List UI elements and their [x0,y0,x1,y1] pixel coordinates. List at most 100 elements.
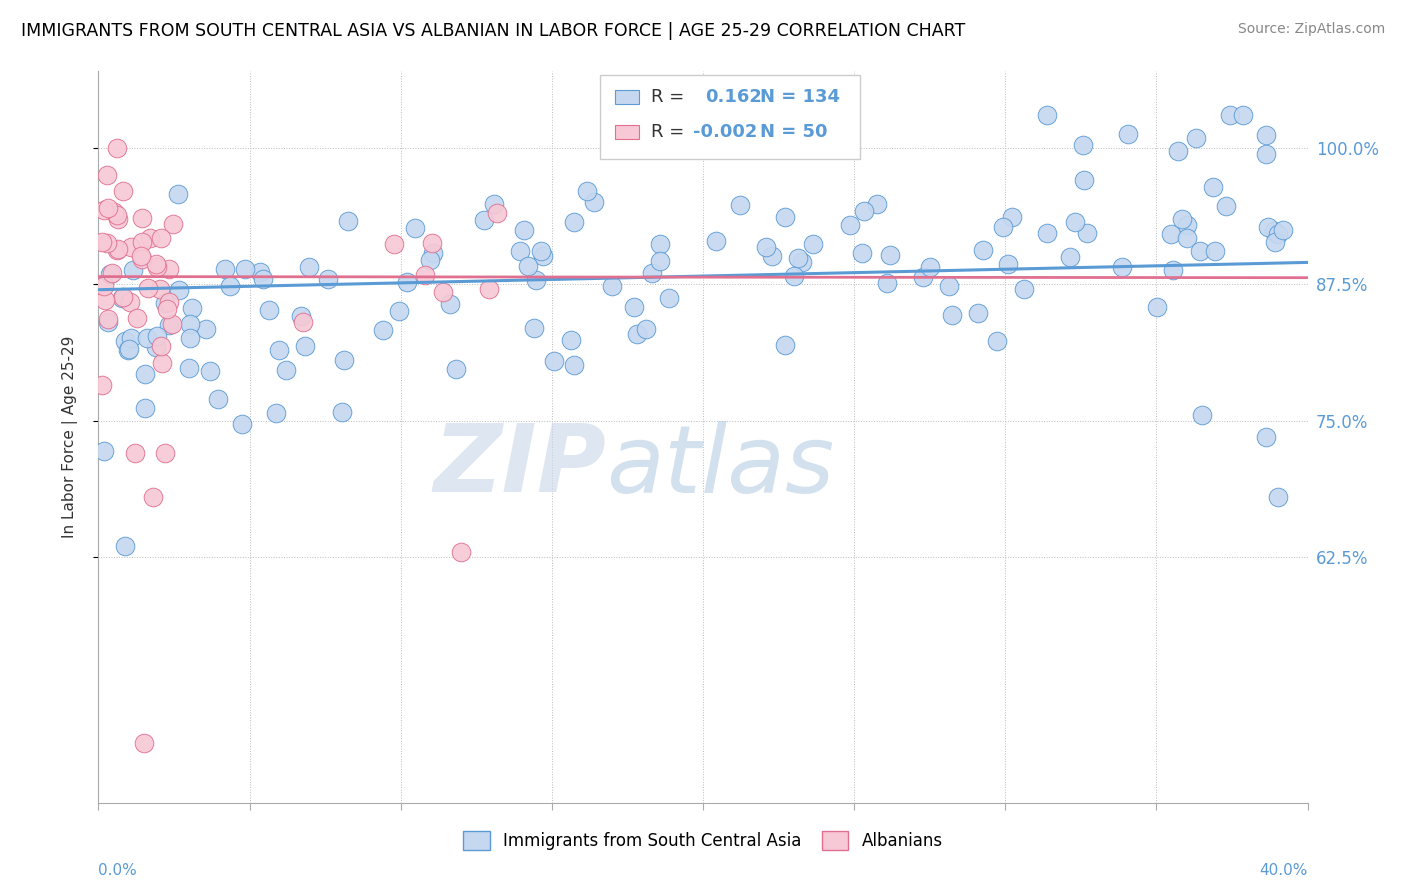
Point [131,235,153,249]
Point [214,261,236,276]
Point [783,268,806,283]
Point [801,237,824,252]
Point [658,291,681,305]
Point [485,205,508,219]
Point [371,323,394,337]
Point [792,254,814,268]
Point [97,202,120,216]
Point [145,257,167,271]
Text: 40.0%: 40.0% [1260,863,1308,878]
Point [179,317,201,331]
Point [93,443,115,458]
Point [139,230,162,244]
Point [162,217,184,231]
Point [333,353,356,368]
Point [330,405,353,419]
Point [993,220,1015,235]
Point [218,278,240,293]
Point [103,205,125,219]
Point [575,185,598,199]
Point [107,211,129,226]
Point [1267,227,1289,242]
Point [117,342,139,356]
Point [157,294,180,309]
Point [150,356,173,370]
Point [450,545,472,559]
Point [120,331,142,345]
Point [105,208,128,222]
Point [526,272,548,286]
Point [120,295,142,310]
Point [153,446,176,460]
Point [918,260,941,274]
Point [96,168,118,182]
Point [294,339,316,353]
Text: -0.002: -0.002 [693,123,758,141]
Point [1012,282,1035,296]
Point [1035,226,1057,240]
Point [1254,147,1277,161]
Point [156,302,179,317]
Point [866,197,889,211]
Point [879,248,901,262]
Point [446,361,468,376]
Point [482,197,505,211]
Point [773,338,796,352]
Point [1188,244,1211,258]
Point [114,539,136,553]
Point [1202,180,1225,194]
Point [941,308,963,322]
Point [146,329,169,343]
Point [167,283,190,297]
Point [1059,251,1081,265]
Point [292,315,315,329]
Point [97,315,120,329]
Point [543,354,565,368]
Point [1146,301,1168,315]
Point [145,340,167,354]
Point [266,406,288,420]
Point [91,378,114,392]
Point [131,211,153,226]
Point [111,290,134,304]
Point [477,282,499,296]
Point [233,261,256,276]
Point [129,249,152,263]
Point [583,195,606,210]
Point [276,362,298,376]
Point [94,293,117,307]
Point [1232,108,1254,122]
Point [422,245,444,260]
Text: atlas: atlas [606,421,835,512]
Point [562,358,585,372]
Point [150,339,173,353]
Point [252,271,274,285]
Text: R =: R = [651,88,685,106]
Point [1257,220,1279,235]
Point [641,266,664,280]
Point [787,251,810,265]
Point [395,275,418,289]
FancyBboxPatch shape [614,90,638,104]
Point [132,736,155,750]
Point [997,257,1019,271]
Point [157,318,180,332]
Point [1073,172,1095,186]
Point [967,306,990,320]
Point [513,223,536,237]
Point [626,326,648,341]
Point [1071,137,1094,152]
Point [522,321,544,335]
Point [142,490,165,504]
Point [1256,128,1278,142]
Point [1167,144,1189,158]
Point [136,281,159,295]
Point [623,300,645,314]
Text: N = 134: N = 134 [759,88,839,106]
Point [382,237,405,252]
Text: Source: ZipAtlas.com: Source: ZipAtlas.com [1237,22,1385,37]
Point [413,268,436,283]
Point [181,301,204,315]
Point [851,246,873,260]
Point [257,303,280,318]
